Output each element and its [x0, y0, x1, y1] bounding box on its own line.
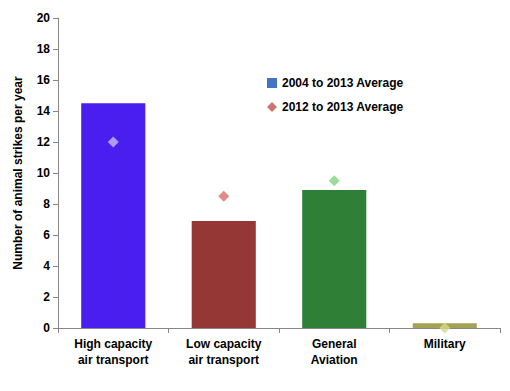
svg-text:6: 6	[43, 228, 50, 242]
svg-text:air transport: air transport	[78, 353, 149, 367]
svg-text:18: 18	[37, 42, 51, 56]
svg-text:General: General	[312, 337, 357, 351]
svg-text:8: 8	[43, 197, 50, 211]
svg-text:Military: Military	[424, 337, 466, 351]
svg-text:16: 16	[37, 73, 51, 87]
svg-text:Aviation: Aviation	[311, 353, 358, 367]
svg-text:air transport: air transport	[188, 353, 259, 367]
svg-text:0: 0	[43, 321, 50, 335]
svg-text:High capacity: High capacity	[74, 337, 152, 351]
svg-text:20: 20	[37, 11, 51, 25]
svg-text:Number of animal strikes per y: Number of animal strikes per year	[11, 76, 25, 270]
svg-text:Low capacity: Low capacity	[186, 337, 262, 351]
svg-text:2012 to 2013 Average: 2012 to 2013 Average	[282, 100, 404, 114]
svg-text:2: 2	[43, 290, 50, 304]
svg-text:2004 to 2013 Average: 2004 to 2013 Average	[282, 76, 404, 90]
svg-text:14: 14	[37, 104, 51, 118]
svg-text:4: 4	[43, 259, 50, 273]
svg-text:12: 12	[37, 135, 51, 149]
svg-text:10: 10	[37, 166, 51, 180]
